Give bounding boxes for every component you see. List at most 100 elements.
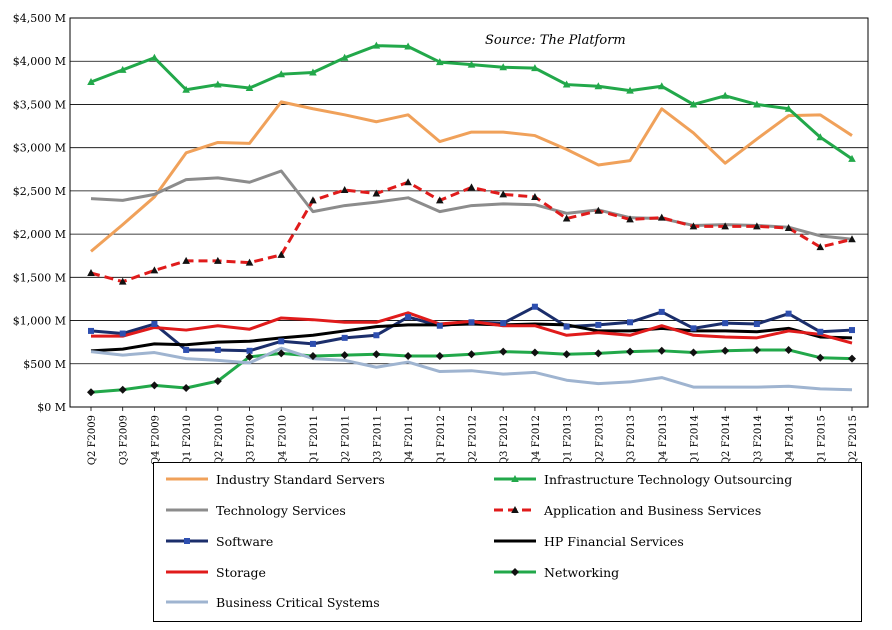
data-point — [722, 320, 729, 327]
data-point — [657, 213, 666, 221]
y-tick-label: $3,500 M — [13, 98, 66, 111]
x-tick-label: Q1 F2013 — [563, 415, 574, 465]
data-point — [277, 250, 286, 258]
data-point — [309, 68, 317, 76]
data-point — [785, 310, 792, 317]
plot-border — [69, 17, 869, 408]
y-tick-label: $1,000 M — [13, 315, 66, 328]
legend-item: Infrastructure Technology Outsourcing — [492, 469, 792, 489]
data-point — [118, 277, 127, 285]
legend-swatch — [494, 568, 536, 576]
data-point — [150, 381, 159, 390]
data-point — [499, 63, 508, 71]
data-point — [721, 222, 729, 230]
data-point — [657, 82, 666, 90]
data-point — [435, 351, 444, 360]
data-point — [245, 84, 254, 92]
x-tick-label: Q4 F2011 — [404, 415, 415, 465]
legend-swatch — [494, 475, 536, 482]
legend-swatch — [166, 538, 208, 544]
x-tick-label: Q3 F2012 — [499, 415, 510, 465]
data-point — [118, 385, 127, 394]
data-point — [245, 258, 254, 266]
y-tick-label: $1,500 M — [13, 271, 66, 284]
data-point — [595, 321, 602, 328]
x-tick-label: Q2 F2010 — [214, 415, 225, 465]
data-point — [182, 383, 191, 392]
data-point — [341, 334, 348, 341]
data-point — [467, 60, 476, 68]
data-point — [848, 235, 856, 243]
y-tick-label: $2,500 M — [13, 185, 66, 198]
x-tick-label: Q1 F2015 — [816, 415, 827, 465]
legend-label: Technology Services — [216, 502, 346, 518]
legend-label: Application and Business Services — [544, 502, 762, 518]
data-point — [150, 53, 159, 61]
data-point — [435, 58, 444, 66]
legend-label: HP Financial Services — [544, 533, 684, 549]
series-line-6 — [91, 311, 853, 345]
y-tick-label: $0 M — [37, 401, 66, 414]
series-line-0 — [90, 100, 853, 253]
y-tick-label: $4,000 M — [13, 55, 66, 68]
x-tick-label: Q3 F2014 — [753, 415, 764, 465]
data-point — [309, 196, 317, 204]
data-point — [721, 346, 730, 355]
legend-label: Business Critical Systems — [216, 594, 380, 610]
data-point — [562, 214, 571, 222]
data-point — [626, 86, 634, 94]
legend-item: Software — [164, 531, 273, 551]
legend-item: Business Critical Systems — [164, 592, 380, 612]
data-point — [182, 85, 190, 93]
data-point — [309, 340, 316, 347]
data-point — [657, 346, 666, 355]
x-tick-label: Q3 F2009 — [119, 415, 130, 465]
x-tick-label: Q2 F2013 — [594, 415, 605, 465]
data-point — [531, 192, 539, 200]
legend-label: Storage — [216, 564, 266, 580]
data-point — [499, 347, 508, 356]
data-point — [627, 319, 634, 326]
data-point — [150, 266, 159, 274]
data-point — [531, 64, 539, 72]
series-lines — [90, 44, 853, 394]
data-point — [404, 42, 412, 50]
legend-swatch — [166, 570, 208, 574]
data-point — [245, 352, 254, 361]
data-point — [436, 322, 443, 329]
data-point — [246, 347, 253, 354]
legend-item: Industry Standard Servers — [164, 469, 385, 489]
y-tick-label: $3,000 M — [13, 142, 66, 155]
data-point — [848, 154, 856, 162]
data-point — [372, 41, 381, 49]
x-tick-label: Q4 F2010 — [277, 415, 288, 465]
legend-label: Networking — [544, 564, 620, 580]
x-tick-label: Q4 F2014 — [785, 415, 796, 465]
x-tick-label: Q2 F2009 — [87, 415, 98, 465]
data-point — [849, 327, 855, 334]
legend-swatch — [494, 506, 536, 513]
data-point — [816, 353, 825, 362]
data-point — [784, 345, 793, 354]
data-point — [468, 319, 475, 326]
data-point — [277, 70, 286, 78]
series-line-8 — [90, 346, 853, 392]
data-point — [277, 349, 286, 358]
legend-label: Infrastructure Technology Outsourcing — [544, 471, 793, 487]
data-point — [816, 133, 825, 141]
data-point — [467, 183, 476, 191]
series-markers — [87, 41, 856, 397]
data-point — [816, 243, 825, 251]
data-point — [499, 190, 508, 198]
data-point — [689, 348, 698, 357]
x-tick-label: Q4 F2013 — [658, 415, 669, 465]
data-point — [404, 351, 413, 360]
data-point — [563, 323, 570, 330]
x-tick-label: Q2 F2012 — [468, 415, 479, 465]
data-point — [118, 65, 127, 73]
x-tick-label: Q3 F2011 — [372, 415, 383, 465]
legend-item: Application and Business Services — [492, 500, 761, 520]
data-point — [689, 100, 698, 108]
data-point — [784, 104, 793, 112]
